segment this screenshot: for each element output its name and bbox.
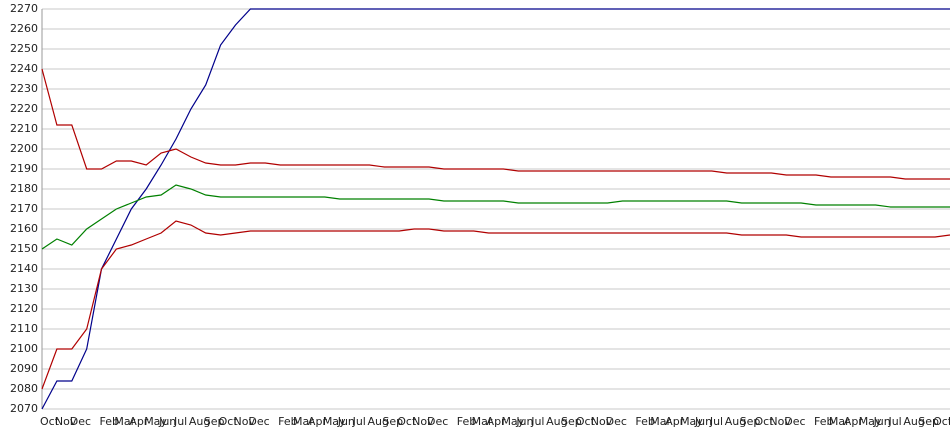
y-tick-label: 2250: [10, 42, 38, 55]
series-line: [41, 220, 950, 390]
x-tick-label: Nov: [412, 415, 434, 428]
x-tick-label: Oct: [933, 415, 950, 428]
y-tick-label: 2260: [10, 22, 38, 35]
x-tick-label: Jul: [173, 415, 187, 428]
x-tick-label: Apr: [129, 415, 149, 428]
x-tick-label: Jun: [515, 415, 533, 428]
x-tick-label: Apr: [665, 415, 685, 428]
x-tick-label: May: [323, 415, 346, 428]
y-tick-label: 2130: [10, 282, 38, 295]
y-tick-label: 2110: [10, 322, 38, 335]
x-tick-label: Nov: [234, 415, 256, 428]
x-tick-label: Oct: [219, 415, 239, 428]
y-tick-label: 2140: [10, 262, 38, 275]
y-tick-label: 2180: [10, 182, 38, 195]
x-tick-label: Sep: [382, 415, 403, 428]
x-tick-label: Mar: [114, 415, 135, 428]
y-tick-label: 2230: [10, 82, 38, 95]
x-tick-label: Jul: [709, 415, 723, 428]
x-tick-label: Dec: [248, 415, 269, 428]
x-tick-label: Apr: [308, 415, 328, 428]
x-tick-label: Aug: [367, 415, 388, 428]
x-tick-label: Mar: [293, 415, 314, 428]
x-tick-label: Jun: [873, 415, 891, 428]
y-tick-label: 2120: [10, 302, 38, 315]
y-tick-label: 2200: [10, 142, 38, 155]
x-tick-label: Jul: [887, 415, 901, 428]
y-tick-label: 2080: [10, 382, 38, 395]
x-tick-label: May: [144, 415, 167, 428]
x-tick-label: Apr: [487, 415, 507, 428]
series-line: [41, 184, 950, 250]
x-tick-label: Oct: [576, 415, 596, 428]
x-tick-label: Jun: [694, 415, 712, 428]
x-tick-label: Jun: [158, 415, 176, 428]
x-tick-label: Dec: [70, 415, 91, 428]
x-tick-label: Sep: [561, 415, 582, 428]
y-tick-label: 2220: [10, 102, 38, 115]
x-tick-label: Nov: [769, 415, 791, 428]
x-tick-label: Mar: [472, 415, 493, 428]
x-tick-label: Jul: [352, 415, 366, 428]
y-tick-label: 2150: [10, 242, 38, 255]
x-tick-label: Mar: [650, 415, 671, 428]
x-tick-label: Feb: [814, 415, 833, 428]
y-tick-label: 2070: [10, 402, 38, 415]
y-tick-label: 2170: [10, 202, 38, 215]
y-tick-label: 2240: [10, 62, 38, 75]
x-tick-label: Jul: [530, 415, 544, 428]
x-tick-label: Feb: [457, 415, 476, 428]
series-line: [41, 68, 950, 180]
y-tick-label: 2190: [10, 162, 38, 175]
x-tick-label: Oct: [40, 415, 60, 428]
x-tick-label: Sep: [204, 415, 225, 428]
x-tick-label: Oct: [754, 415, 774, 428]
x-tick-label: Sep: [918, 415, 939, 428]
x-tick-label: Dec: [427, 415, 448, 428]
x-tick-label: May: [501, 415, 524, 428]
x-tick-label: Oct: [397, 415, 417, 428]
x-tick-label: Feb: [100, 415, 119, 428]
x-tick-label: Mar: [829, 415, 850, 428]
x-tick-label: Jun: [337, 415, 355, 428]
x-tick-label: Aug: [903, 415, 924, 428]
y-tick-label: 2090: [10, 362, 38, 375]
y-tick-label: 2100: [10, 342, 38, 355]
x-tick-label: Dec: [606, 415, 627, 428]
x-tick-label: May: [859, 415, 882, 428]
y-tick-label: 2160: [10, 222, 38, 235]
series-line: [41, 8, 950, 410]
x-tick-label: May: [680, 415, 703, 428]
y-tick-label: 2270: [10, 2, 38, 15]
x-tick-label: Dec: [784, 415, 805, 428]
x-tick-label: Nov: [948, 415, 950, 428]
x-tick-label: Sep: [740, 415, 761, 428]
x-tick-label: Feb: [278, 415, 297, 428]
x-tick-label: Aug: [725, 415, 746, 428]
x-tick-label: Nov: [55, 415, 77, 428]
x-tick-label: Feb: [635, 415, 654, 428]
x-tick-label: Apr: [844, 415, 864, 428]
x-tick-label: Aug: [546, 415, 567, 428]
x-tick-label: Nov: [591, 415, 613, 428]
y-tick-label: 2210: [10, 122, 38, 135]
x-tick-label: Aug: [189, 415, 210, 428]
